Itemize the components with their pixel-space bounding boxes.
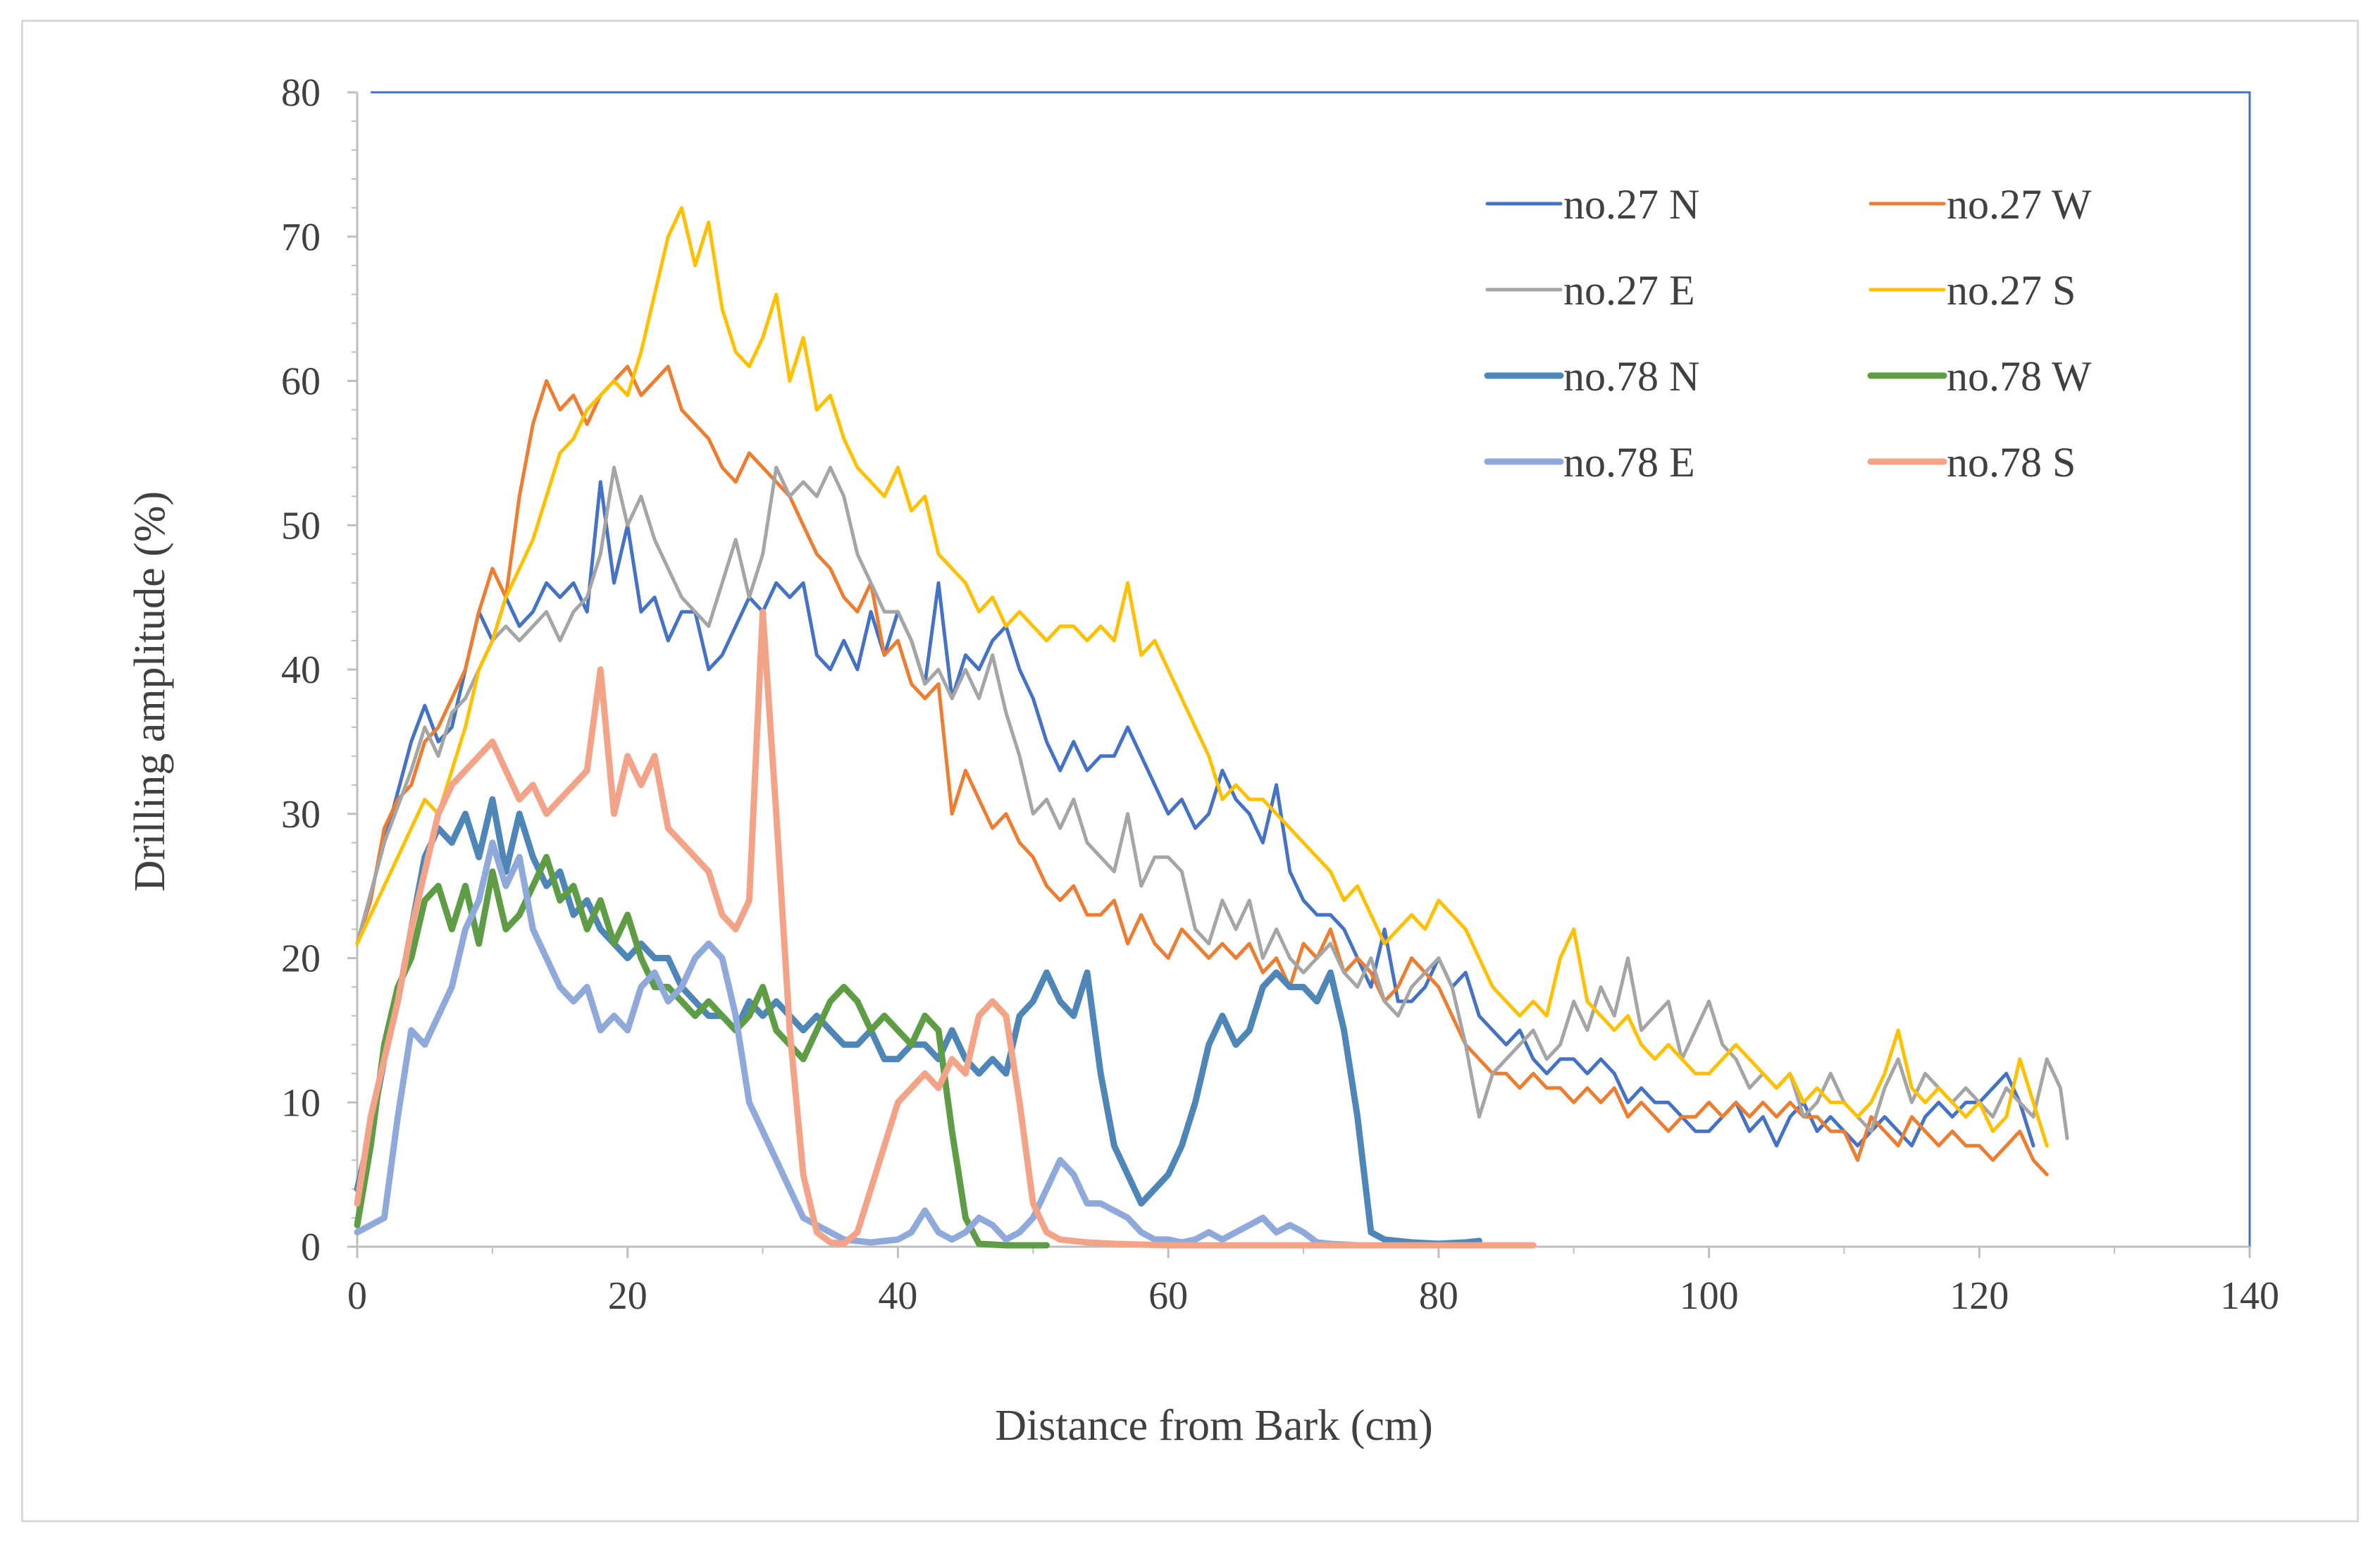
legend-label-no-78-s: no.78 S — [1947, 439, 2076, 486]
y-tick-label: 30 — [281, 793, 321, 837]
axes — [356, 92, 2250, 1248]
x-tick-label: 100 — [1680, 1274, 1739, 1318]
x-axis-ticks: 0 20 40 60 80 100 120 140 — [347, 1247, 2279, 1318]
plot-area-border — [371, 91, 2251, 1247]
line-chart: 0 10 20 30 40 50 60 70 80 0 20 40 60 80 100 120 140 no.… — [126, 71, 2279, 1450]
legend-label-no-78-n: no.78 N — [1563, 353, 1699, 400]
series-line-no-78-n — [354, 796, 1482, 1247]
y-tick-label: 50 — [281, 504, 321, 548]
series-line-no-27-n — [355, 480, 2035, 1148]
y-axis-ticks: 0 10 20 30 40 50 60 70 80 — [281, 71, 357, 1269]
x-tick-label: 60 — [1148, 1274, 1188, 1318]
x-tick-label: 140 — [2220, 1274, 2279, 1318]
y-tick-label: 0 — [301, 1226, 321, 1269]
legend-label-no-27-e: no.27 E — [1563, 267, 1695, 314]
legend-label-no-78-e: no.78 E — [1563, 439, 1695, 486]
x-tick-label: 120 — [1950, 1274, 2009, 1318]
y-tick-label: 80 — [281, 71, 321, 115]
x-tick-label: 20 — [608, 1274, 647, 1318]
series-line-no-78-e — [354, 839, 1361, 1249]
y-axis-title: Drilling amplitude (%) — [126, 491, 174, 892]
x-tick-label: 40 — [878, 1274, 917, 1318]
legend-label-no-27-s: no.27 S — [1947, 267, 2076, 314]
series-line-no-27-w — [355, 364, 2049, 1177]
plot-border-line — [371, 91, 2251, 1247]
series-line-no-78-w — [354, 853, 1050, 1249]
series-lines — [354, 206, 2069, 1249]
y-tick-label: 40 — [281, 648, 321, 692]
x-axis-title: Distance from Bark (cm) — [995, 1402, 1432, 1450]
x-tick-label: 80 — [1419, 1274, 1458, 1318]
legend-label-no-78-w: no.78 W — [1947, 353, 2092, 400]
y-tick-label: 10 — [281, 1081, 321, 1125]
y-tick-label: 70 — [281, 216, 321, 259]
x-tick-label: 0 — [347, 1274, 367, 1318]
y-tick-label: 60 — [281, 360, 321, 404]
legend-label-no-27-n: no.27 N — [1563, 181, 1699, 228]
legend-label-no-27-w: no.27 W — [1947, 181, 2092, 228]
series-line-no-78-s — [354, 608, 1537, 1249]
chart-frame: 0 10 20 30 40 50 60 70 80 0 20 40 60 80 100 120 140 no.… — [21, 20, 2359, 1522]
y-tick-label: 20 — [281, 937, 321, 981]
series-line-no-27-s — [355, 206, 2049, 1148]
legend: no.27 N no.27 W no.27 E no.27 S no.78 N no.78… — [1484, 181, 2092, 486]
